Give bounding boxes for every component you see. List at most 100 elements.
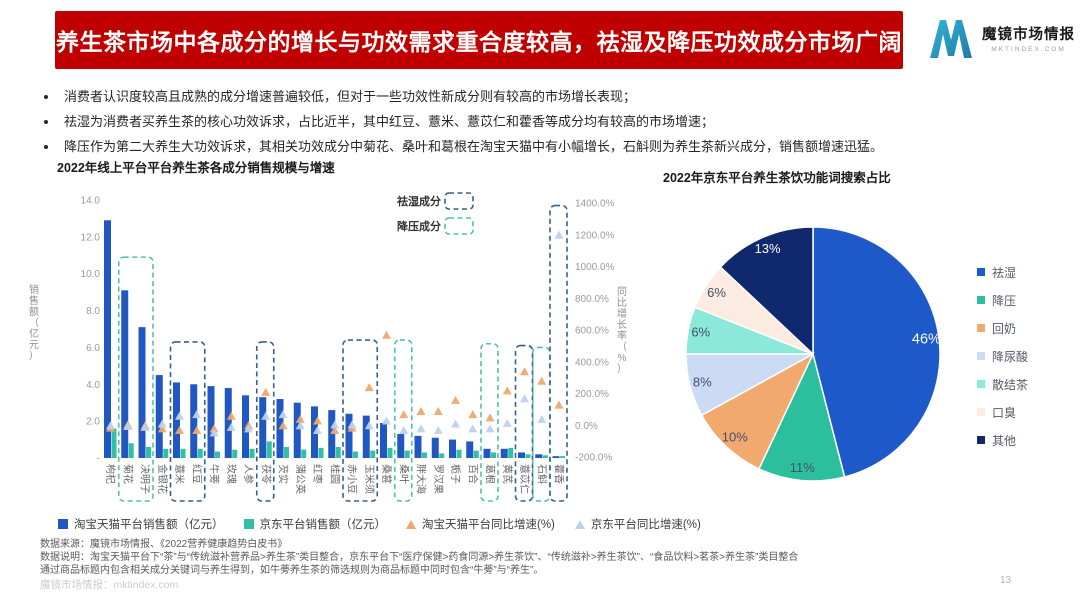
bar-jd-sales — [456, 449, 462, 458]
brand-name: 魔镜市场情报 — [982, 27, 1075, 43]
legend-label: 淘宝天猫平台同比增速(%) — [422, 519, 555, 531]
x-axis-label: 胖大海 — [415, 464, 428, 494]
bar-tmall-sales — [449, 439, 456, 458]
pie-pct-label: 13% — [755, 241, 781, 256]
x-axis-label: 葛根 — [484, 464, 497, 484]
legend-label: 京东平台销售额（亿元） — [259, 519, 387, 531]
legend-swatch — [977, 380, 985, 388]
pie-pct-label: 46% — [912, 332, 941, 348]
bp-group-box — [393, 339, 413, 502]
bullet-dot — [44, 119, 48, 124]
x-axis-label: 人参 — [242, 464, 255, 484]
bar-tmall-sales — [380, 422, 387, 458]
marker-jd-growth — [554, 230, 564, 239]
brand-logo: 魔镜市场情报 MKTINDEX.COM — [928, 16, 1075, 60]
bar-jd-sales — [508, 447, 514, 458]
summary-bullets: 消费者认识度较高且成熟的成分增速普遍较低，但对于一些功效性新成分则有较高的市场增… — [40, 84, 1055, 159]
x-axis-label: 芡实 — [277, 464, 290, 484]
bar-tmall-sales — [362, 415, 370, 458]
y-axis-tick-right: 800.0% — [575, 294, 609, 305]
bar-jd-sales — [163, 448, 169, 458]
marker-jd-growth — [364, 421, 374, 430]
bar-jd-sales — [335, 446, 341, 458]
footnote-note-2: 通过商品标题内包含相关成分关键词与养生得到，如牛蒡养生茶的筛选规则为商品标题中同… — [40, 565, 544, 576]
x-axis-label: 牛蒡 — [208, 464, 221, 484]
x-axis-label: 决明子 — [139, 464, 151, 494]
marker-tmall-growth — [485, 413, 495, 422]
dampness-annotation-box — [444, 192, 474, 210]
y-axis-tick-left: 6.0 — [86, 343, 100, 354]
x-axis-label: 藿香 — [553, 464, 566, 484]
dampness-group-box — [342, 339, 379, 502]
footnote-note-1: 数据说明：淘宝天猫平台下“茶”与“传统滋补营养品>养生茶”类目整合，京东平台下“… — [40, 552, 799, 563]
bullet-item: 消费者认识度较高且成熟的成分增速普遍较低，但对于一些功效性新成分则有较高的市场增… — [40, 84, 1055, 109]
brand-site: MKTINDEX.COM — [991, 46, 1066, 53]
bar-jd-sales — [473, 450, 479, 458]
x-axis-label: 蒲公英 — [294, 464, 307, 494]
marker-jd-growth — [278, 410, 288, 419]
marker-tmall-growth — [175, 426, 184, 435]
x-axis-label: 桑叶 — [397, 464, 409, 484]
x-axis-label: 赤小豆 — [346, 464, 358, 494]
bp-group-box — [480, 342, 499, 502]
pie-slice-降压 — [757, 351, 846, 482]
x-axis-label: 菊花 — [121, 464, 134, 484]
page-title: 养生茶市场中各成分的增长与功效需求重合度较高，祛湿及降压功效成分市场广阔 — [56, 29, 902, 55]
marker-tmall-growth — [364, 383, 374, 392]
marker-tmall-growth — [278, 421, 288, 430]
legend-swatch — [977, 408, 985, 416]
legend-triangle-swatch — [574, 519, 585, 529]
bar-tmall-sales — [552, 456, 560, 458]
bullet-dot — [44, 144, 48, 149]
bar-tmall-sales — [259, 397, 267, 458]
x-axis-label: 茯苓 — [259, 464, 272, 484]
marker-jd-growth — [502, 418, 512, 427]
marker-tmall-growth — [313, 416, 322, 425]
pie-slice-祛湿 — [812, 226, 941, 478]
pie-pct-label: 8% — [693, 374, 712, 389]
marker-jd-growth — [399, 426, 409, 435]
pie-slice-回奶 — [700, 352, 815, 470]
bullet-text: 消费者认识度较高且成熟的成分增速普遍较低，但对于一些功效性新成分则有较高的市场增… — [64, 89, 637, 104]
marker-tmall-growth — [382, 330, 391, 339]
legend-swatch — [977, 296, 985, 304]
bar-chart-title: 2022年线上平台平台养生茶各成分销售规模与增速 — [57, 161, 335, 175]
legend-swatch — [977, 324, 985, 332]
legend-label: 口臭 — [992, 405, 1017, 420]
legend-label: 降尿酸 — [992, 349, 1029, 364]
dampness-annotation-label: 祛湿成分 — [397, 194, 441, 208]
bullet-item: 降压作为第二大养生大功效诉求，其相关功效成分中菊花、桑叶和葛根在淘宝天猫中有小幅… — [40, 134, 1055, 159]
bar-jd-sales — [128, 443, 134, 458]
marker-jd-growth — [175, 411, 184, 420]
y-axis-tick-left: 2.0 — [86, 417, 100, 428]
bar-tmall-sales — [345, 413, 353, 458]
bar-tmall-sales — [414, 435, 422, 458]
series-legend-item: 淘宝天猫平台销售额（亿元） — [58, 516, 224, 532]
marker-tmall-growth — [554, 400, 564, 409]
x-axis-label: 黄芪 — [501, 464, 514, 484]
bar-tmall-sales — [155, 375, 163, 458]
marker-tmall-growth — [451, 395, 460, 404]
marker-jd-growth — [485, 424, 495, 433]
y-axis-tick-left: 12.0 — [81, 232, 101, 243]
page-number: 13 — [1000, 575, 1012, 586]
logo-m-icon — [930, 20, 972, 58]
legend-square-swatch — [58, 519, 68, 529]
footnote-source: 数据来源：魔镜市场情报、《2022营养健康趋势白皮书》 — [40, 539, 288, 550]
series-legend-item: 淘宝天猫平台同比增速(%) — [406, 516, 555, 532]
marker-jd-growth — [157, 419, 167, 428]
x-axis-label: 玫瑰 — [225, 464, 238, 484]
y-axis-tick-right: 1000.0% — [575, 262, 615, 273]
pie-legend-item: 回奶 — [977, 314, 1028, 342]
marker-jd-growth — [433, 426, 443, 435]
x-axis-label: 石斛 — [535, 464, 548, 484]
footnotes: 数据来源：魔镜市场情报、《2022营养健康趋势白皮书》 数据说明：淘宝天猫平台下… — [40, 538, 1040, 577]
x-axis-label: 枸杞 — [104, 464, 117, 484]
marker-jd-growth — [295, 421, 305, 430]
bar-jd-sales — [146, 446, 151, 458]
y-axis-tick-left: 4.0 — [86, 380, 100, 391]
pie-legend-item: 降尿酸 — [977, 342, 1028, 370]
bar-jd-sales — [353, 451, 358, 458]
pie-pct-label: 6% — [691, 325, 710, 340]
bar-jd-sales — [111, 428, 117, 458]
